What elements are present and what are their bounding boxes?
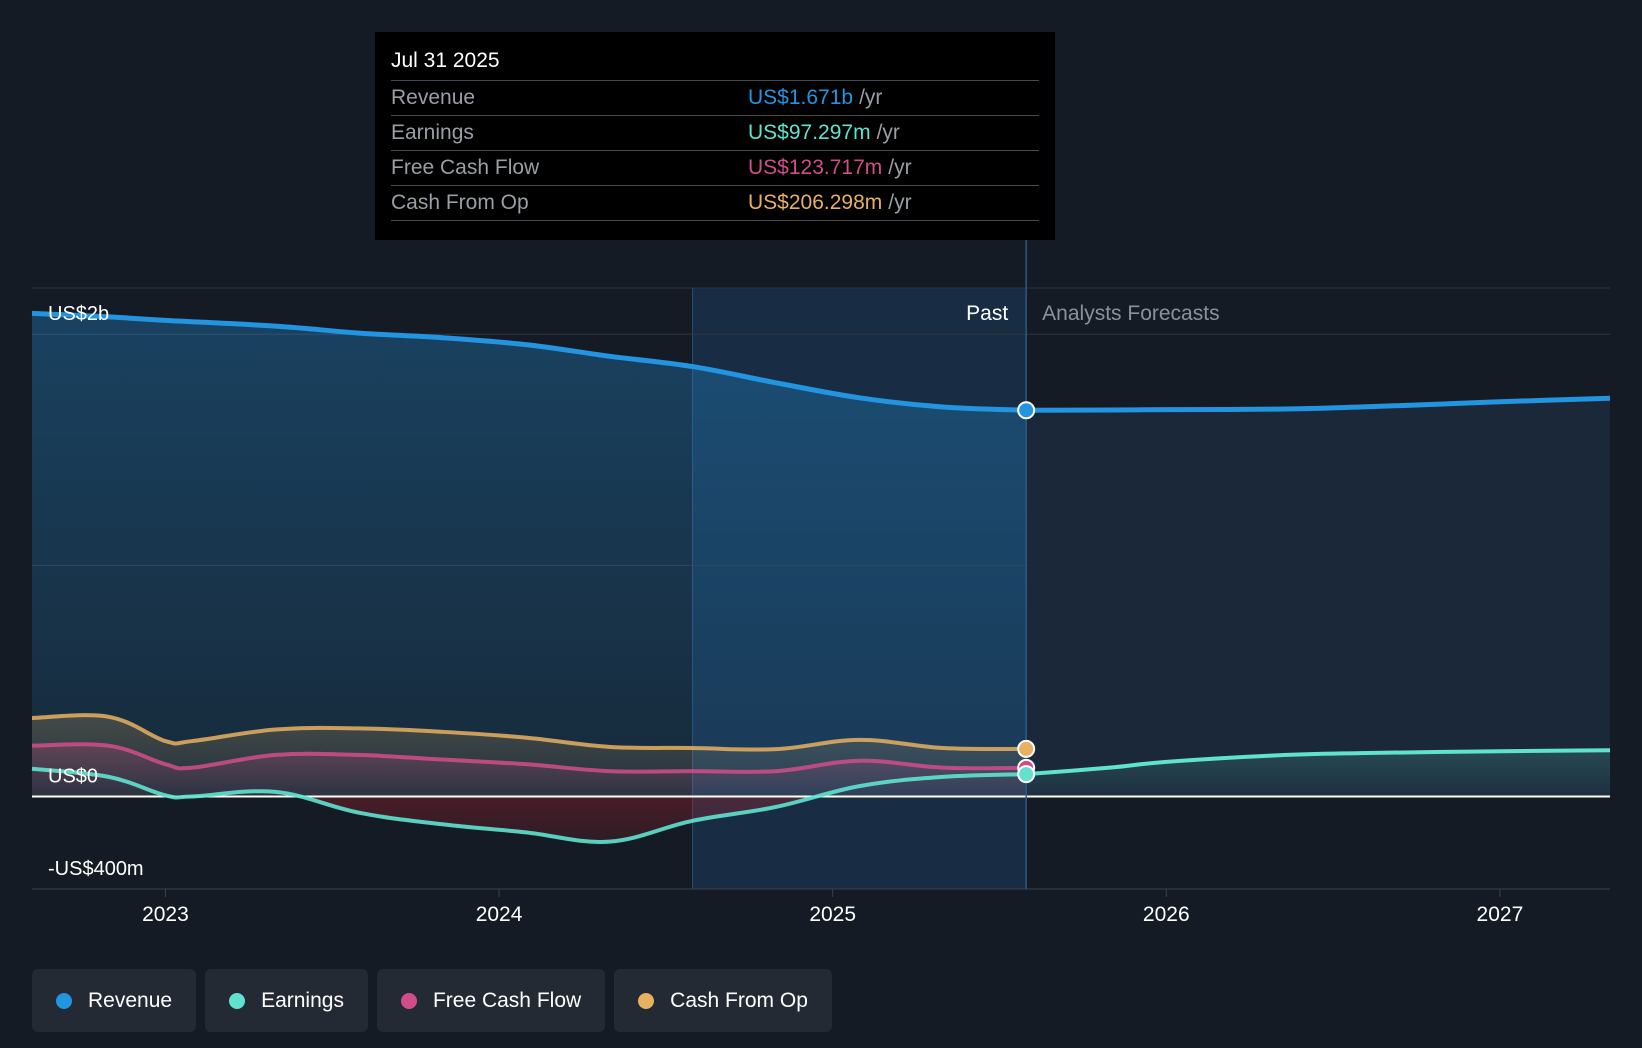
tooltip-row-free-cash-flow: Free Cash Flow US$123.717m /yr [391,151,1039,186]
tooltip-row-cash-from-op: Cash From Op US$206.298m /yr [391,186,1039,221]
legend-label: Free Cash Flow [432,988,582,1012]
tooltip-panel: Jul 31 2025 Revenue US$1.671b /yr Earnin… [375,32,1055,240]
y-tick-label: US$0 [48,766,98,788]
cash-from-op-line [31,713,1027,752]
y-tick-label: US$2b [48,303,109,325]
tooltip-label: Revenue [391,86,476,109]
tooltip-row-earnings: Earnings US$97.297m /yr [391,116,1039,151]
earnings-marker [1017,765,1036,784]
tooltip-date: Jul 31 2025 [391,46,1039,81]
revenue-area [32,313,1027,797]
tooltip-label: Free Cash Flow [391,156,540,179]
earnings-line [31,766,1027,844]
earnings-forecast-line [1026,748,1611,777]
revenue-forecast-line [1026,395,1611,413]
tooltip-value: US$123.717m [748,156,883,179]
legend-label: Revenue [88,988,173,1012]
x-tick-label: 2025 [809,903,856,926]
x-tick-label: 2026 [1143,903,1190,926]
x-tick-label: 2024 [476,903,523,926]
revenue-forecast-area [1026,398,1610,797]
legend-item-earnings[interactable]: Earnings [205,969,368,1032]
revenue-marker [1017,401,1036,420]
legend-item-revenue[interactable]: Revenue [32,969,197,1032]
x-tick-label: 2023 [142,903,189,926]
tooltip-label: Earnings [391,121,474,144]
x-tick-label: 2027 [1477,903,1524,926]
legend-dot-icon [229,992,246,1009]
legend-label: Earnings [261,988,344,1012]
tooltip-unit: /yr [859,86,883,109]
free-cash-flow-line [31,742,1027,774]
tooltip-value: US$206.298m [748,191,883,214]
legend-label: Cash From Op [670,988,808,1012]
tooltip-unit: /yr [888,156,912,179]
legend-dot-icon [400,992,417,1009]
legend-item-free-cash-flow[interactable]: Free Cash Flow [376,969,606,1032]
legend-item-cash-from-op[interactable]: Cash From Op [614,969,832,1032]
tooltip-value: US$1.671b [748,86,854,109]
tooltip-value: US$97.297m [748,121,871,144]
tooltip-unit: /yr [888,191,912,214]
legend-dot-icon [638,992,655,1009]
revenue-line [31,310,1027,413]
past-label: Past [966,302,1008,325]
legend: Revenue Earnings Free Cash Flow Cash Fro… [32,969,832,1032]
free-cash-flow-area [32,744,1027,797]
y-tick-label: -US$400m [48,858,144,880]
cash-from-op-marker [1017,739,1036,758]
tooltip-label: Cash From Op [391,191,529,214]
legend-dot-icon [56,992,72,1009]
tooltip-unit: /yr [876,121,900,144]
tooltip-row-revenue: Revenue US$1.671b /yr [391,81,1039,116]
forecast-label: Analysts Forecasts [1042,302,1219,325]
